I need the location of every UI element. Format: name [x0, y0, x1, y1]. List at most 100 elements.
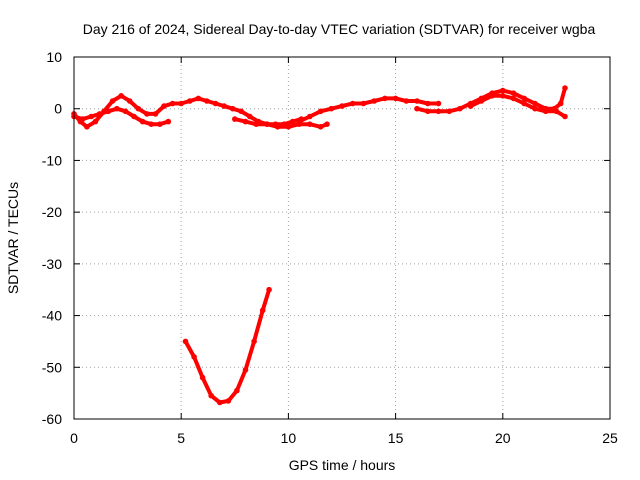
- data-point: [510, 95, 517, 102]
- data-point: [500, 93, 506, 99]
- data-point: [266, 286, 272, 293]
- data-point: [247, 113, 253, 120]
- data-point: [382, 95, 388, 102]
- y-tick-label: 0: [54, 101, 62, 117]
- data-point: [435, 100, 442, 107]
- data-point: [289, 118, 296, 125]
- data-point: [238, 108, 244, 115]
- data-point: [510, 90, 517, 96]
- data-point: [229, 105, 236, 112]
- series-line: [468, 93, 567, 119]
- data-point: [79, 116, 86, 122]
- data-point: [264, 121, 270, 127]
- data-point: [92, 118, 99, 125]
- x-tick-label: 25: [602, 430, 618, 446]
- plot-frame: [73, 56, 611, 420]
- data-point: [221, 103, 227, 109]
- data-point: [253, 121, 259, 127]
- x-tick-label: 20: [495, 430, 511, 446]
- x-axis-label: GPS time / hours: [289, 457, 396, 473]
- data-point: [414, 105, 420, 112]
- data-point: [139, 118, 146, 125]
- data-point: [187, 98, 193, 104]
- data-point: [217, 399, 223, 406]
- data-point: [521, 100, 527, 107]
- data-point: [371, 98, 378, 104]
- data-point: [131, 113, 137, 120]
- data-point: [242, 118, 249, 125]
- data-point: [144, 111, 150, 117]
- data-point: [307, 121, 313, 127]
- data-point: [135, 105, 142, 112]
- data-point: [478, 98, 485, 104]
- x-tick-label: 0: [70, 430, 78, 446]
- data-point: [542, 108, 549, 115]
- data-point: [553, 108, 560, 115]
- data-point: [562, 85, 568, 91]
- data-point: [500, 87, 506, 94]
- data-point: [557, 100, 564, 107]
- data-point: [191, 354, 197, 360]
- data-point: [532, 100, 538, 107]
- data-point: [285, 124, 292, 130]
- data-point: [414, 98, 420, 104]
- data-point: [521, 95, 527, 102]
- data-point: [259, 307, 266, 314]
- x-tick-label: 10: [281, 430, 297, 446]
- data-point: [328, 105, 335, 112]
- x-tick-label: 15: [388, 430, 404, 446]
- data-point: [435, 108, 442, 115]
- tick-labels: 0 5 10 15 20 25 10 0 -10 -20 -30 -40 -50 -60: [42, 49, 618, 446]
- data-point: [204, 98, 210, 104]
- data-point: [126, 98, 133, 104]
- data-point: [118, 93, 124, 99]
- data-point: [232, 116, 238, 122]
- series-track-7: [467, 93, 568, 120]
- data-point: [152, 111, 159, 117]
- data-point: [392, 95, 399, 102]
- y-tick-label: -50: [42, 359, 62, 375]
- data-point: [148, 121, 154, 127]
- data-point: [242, 367, 249, 373]
- data-point: [562, 113, 568, 120]
- series-track-4: [232, 116, 330, 130]
- data-point: [425, 108, 431, 115]
- data-point: [195, 95, 202, 102]
- data-tracks: [71, 85, 568, 406]
- y-tick-label: -40: [42, 308, 62, 324]
- series-track-2: [71, 105, 172, 127]
- data-point: [88, 113, 94, 120]
- data-point: [122, 108, 129, 115]
- data-point: [109, 98, 116, 104]
- data-point: [105, 108, 112, 115]
- data-point: [234, 387, 240, 394]
- data-point: [532, 105, 538, 112]
- data-point: [403, 98, 410, 104]
- y-tick-label: -30: [42, 256, 62, 272]
- data-point: [467, 103, 474, 109]
- chart-title: Day 216 of 2024, Sidereal Day-to-day VTE…: [83, 21, 596, 37]
- data-point: [317, 108, 324, 115]
- data-point: [360, 100, 367, 107]
- series-line: [415, 86, 567, 114]
- data-point: [251, 338, 257, 345]
- data-point: [199, 374, 206, 381]
- y-tick-label: -20: [42, 204, 62, 220]
- data-point: [169, 100, 176, 107]
- series-track-3: [182, 286, 272, 406]
- data-point: [317, 124, 324, 130]
- series-line: [72, 106, 171, 127]
- data-point: [274, 124, 281, 130]
- data-point: [324, 121, 330, 127]
- data-point: [182, 338, 189, 345]
- data-point: [208, 392, 214, 399]
- y-axis-label: SDTVAR / TECUs: [5, 182, 21, 294]
- data-point: [296, 118, 302, 125]
- data-point: [225, 398, 232, 404]
- series-line: [232, 117, 329, 129]
- data-point: [212, 100, 219, 107]
- data-point: [489, 93, 495, 99]
- data-point: [178, 100, 184, 107]
- data-point: [84, 124, 90, 130]
